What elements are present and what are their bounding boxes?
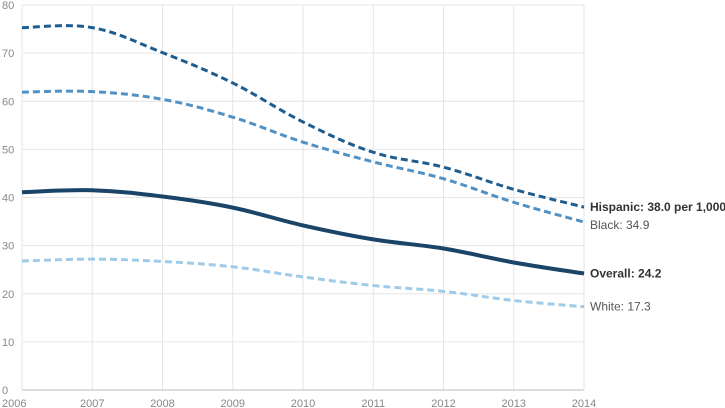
end-label-black: Black: 34.9 [590,218,650,232]
end-label-white: White: 17.3 [590,300,651,314]
end-label-overall: Overall: 24.2 [590,267,662,281]
y-tick-label: 60 [2,96,14,108]
series-line-black [21,89,585,224]
x-tick-label: 2014 [572,398,596,408]
grid-lines [21,4,585,390]
axes: 0 10 20 30 40 50 60 70 80 2006 2007 2008 2009 2010 201… [2,0,596,408]
end-label-hispanic: Hispanic: 38.0 per 1,000 [590,200,725,214]
y-tick-label: 0 [2,385,8,397]
x-tick-label: 2009 [221,398,245,408]
x-tick-label: 2013 [502,398,526,408]
series-line-overall [21,188,585,276]
x-tick-label: 2010 [291,398,315,408]
y-tick-label: 80 [2,0,14,12]
x-tick-label: 2006 [2,398,26,408]
series-lines [21,24,585,309]
y-tick-label: 10 [2,337,14,349]
x-tick-label: 2007 [80,398,104,408]
series-line-white [21,257,585,309]
x-tick-label: 2011 [361,398,385,408]
y-tick-label: 40 [2,193,14,205]
series-end-labels: Hispanic: 38.0 per 1,000 Black: 34.9 Overa… [590,200,725,314]
x-tick-label: 2012 [431,398,455,408]
y-tick-label: 30 [2,241,14,253]
series-line-hispanic [21,24,585,209]
y-tick-label: 20 [2,289,14,301]
y-tick-label: 70 [2,48,14,60]
y-tick-label: 50 [2,144,14,156]
x-tick-label: 2008 [150,398,174,408]
